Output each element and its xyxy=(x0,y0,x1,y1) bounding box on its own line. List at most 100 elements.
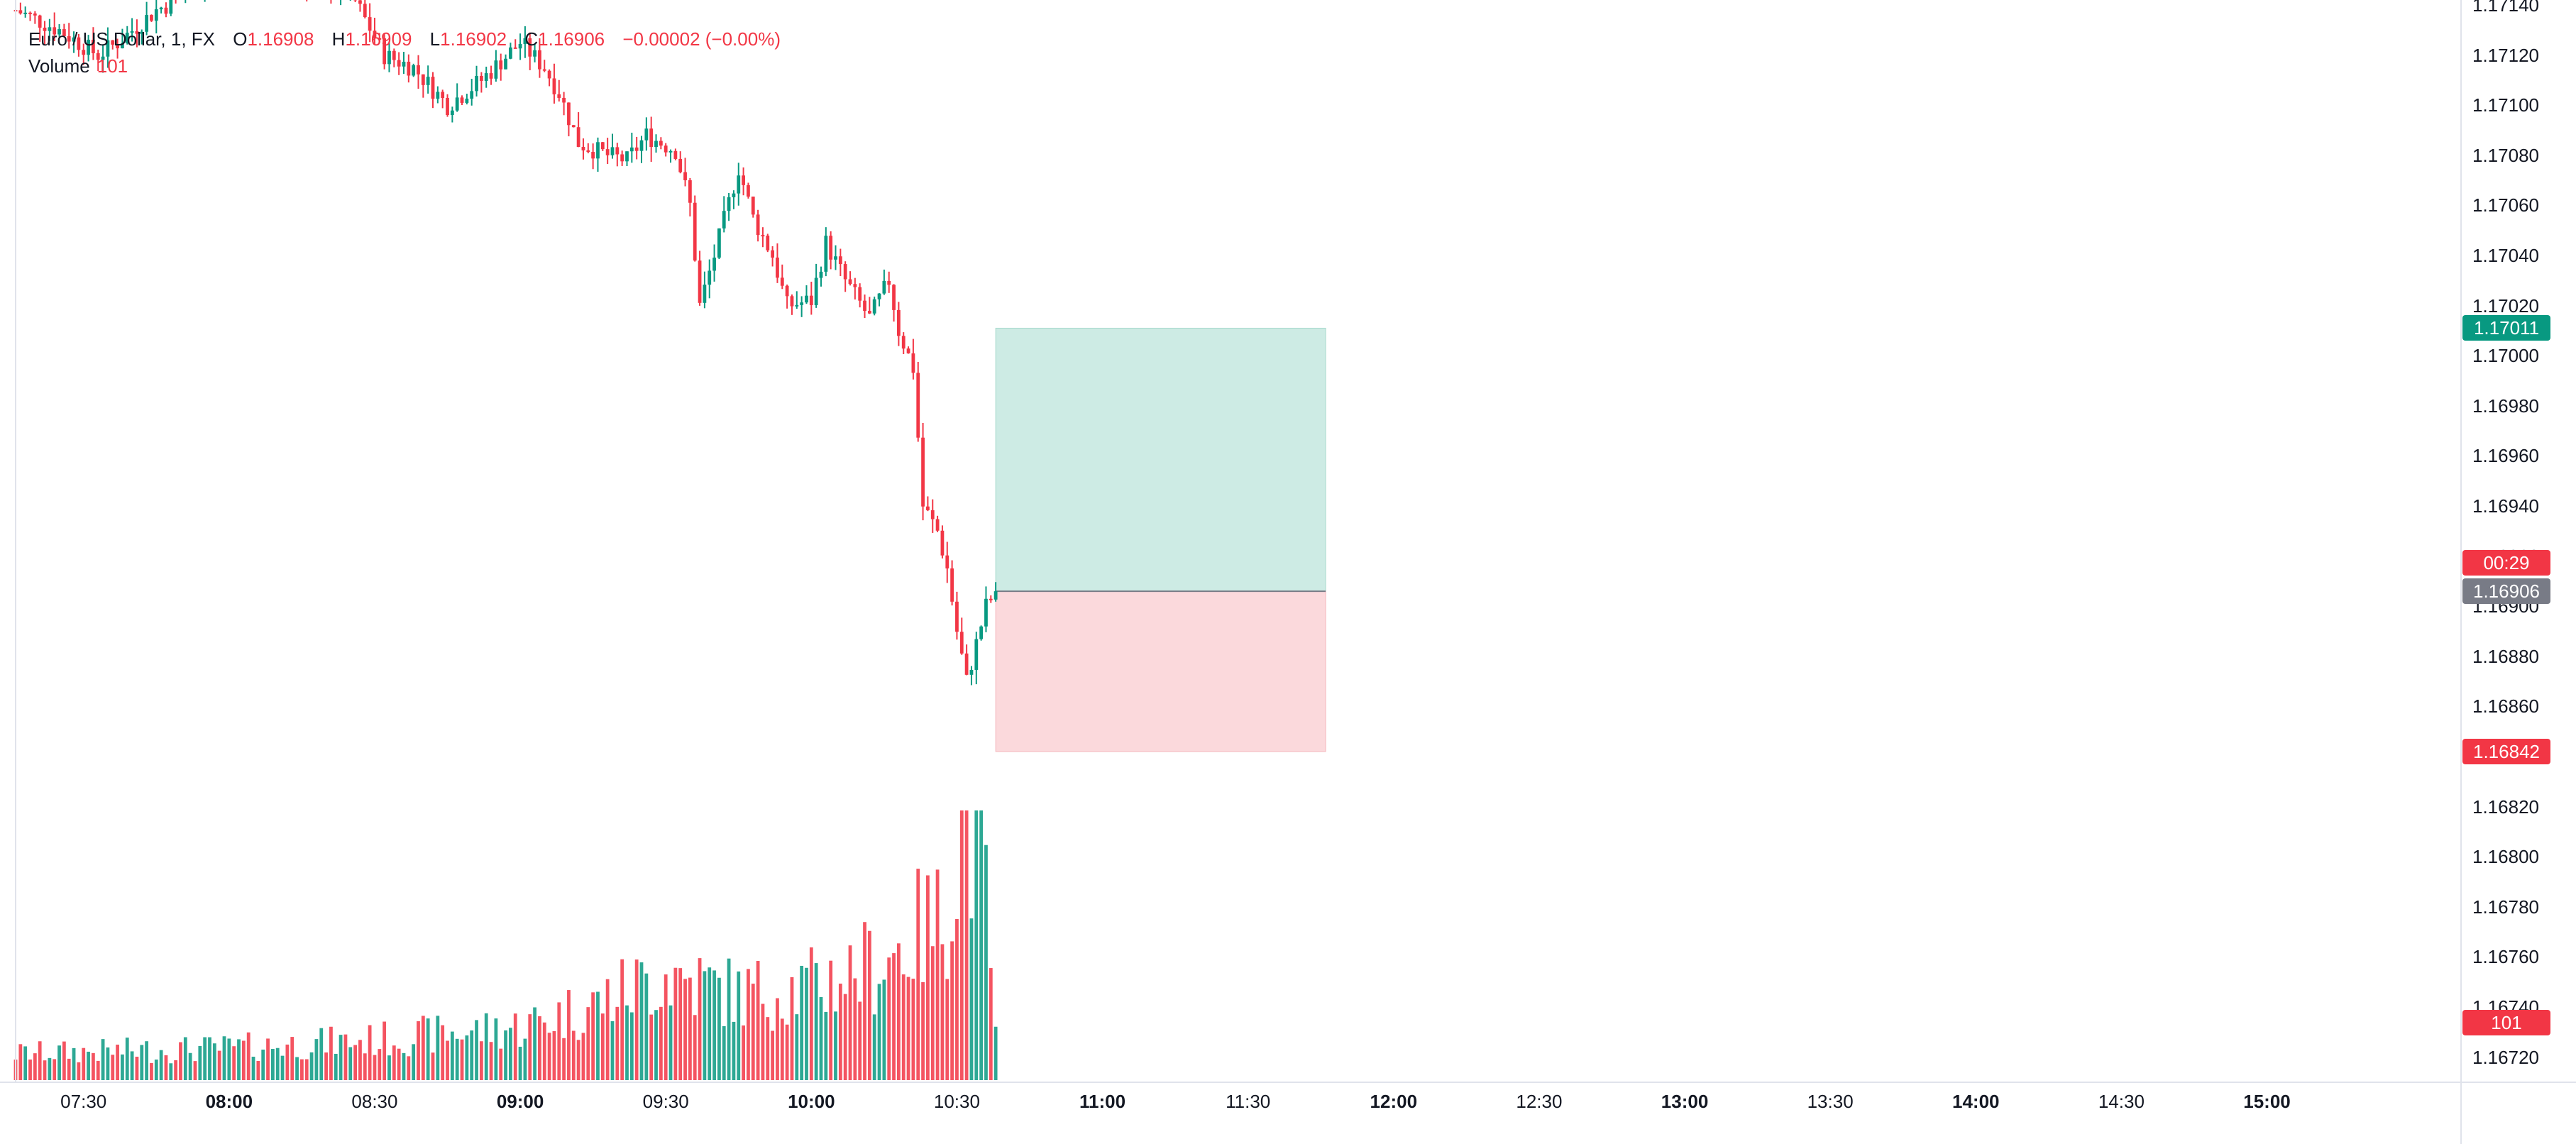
volume-bar xyxy=(727,958,731,1080)
volume-bar xyxy=(756,961,760,1080)
symbol-legend[interactable]: Euro / US Dollar, 1, FX O1.16908 H1.1690… xyxy=(28,26,781,53)
candle-body xyxy=(533,50,536,57)
candle-body xyxy=(935,519,940,531)
candle-body xyxy=(940,530,945,556)
candle-body xyxy=(610,147,615,155)
candle-body xyxy=(974,639,979,670)
candle-body xyxy=(964,653,969,675)
candle-body xyxy=(727,197,731,211)
time-tick-label: 08:30 xyxy=(351,1091,398,1112)
volume-bar xyxy=(708,967,712,1080)
volume-bar xyxy=(504,1030,507,1080)
volume-bar xyxy=(387,1055,391,1080)
volume-bar xyxy=(237,1039,241,1080)
volume-bar xyxy=(557,1002,561,1080)
candle-body xyxy=(509,47,512,59)
price-tick-label: 1.17000 xyxy=(2472,345,2539,367)
volume-bar xyxy=(523,1038,527,1080)
volume-bar xyxy=(484,1013,488,1080)
price-tick-label: 1.17080 xyxy=(2472,144,2539,166)
loss-zone xyxy=(995,590,1326,752)
volume-bar xyxy=(542,1022,546,1080)
candle-body xyxy=(43,27,47,31)
volume-bar xyxy=(838,984,842,1080)
volume-bar xyxy=(33,1053,37,1080)
volume-bar xyxy=(562,1038,566,1080)
current-price-badge: 1.16906 xyxy=(2462,578,2550,605)
volume-bar xyxy=(193,1061,197,1080)
open-value: 1.16908 xyxy=(247,28,314,50)
volume-bar xyxy=(203,1037,207,1080)
volume-bar xyxy=(285,1044,290,1080)
volume-bar xyxy=(475,1020,478,1080)
close-label: C xyxy=(524,28,539,50)
candle-body xyxy=(169,0,173,14)
candle-body xyxy=(77,37,81,50)
volume-bar xyxy=(373,1055,377,1080)
volume-bar xyxy=(591,992,595,1080)
volume-bar xyxy=(431,1052,435,1080)
volume-bar xyxy=(290,1037,295,1080)
volume-bar xyxy=(106,1047,110,1080)
candle-body xyxy=(145,15,149,32)
volume-bar xyxy=(256,1061,260,1080)
candle-body xyxy=(659,141,663,146)
volume-bar xyxy=(805,967,808,1080)
candle-body xyxy=(814,277,818,305)
candle-body xyxy=(654,141,658,148)
volume-bar xyxy=(547,1033,551,1080)
volume-bar xyxy=(513,1013,517,1080)
candle-body xyxy=(664,145,668,153)
volume-bar xyxy=(198,1045,202,1080)
candle-body xyxy=(552,78,556,94)
volume-bar xyxy=(446,1040,449,1080)
long-position-tool[interactable] xyxy=(995,327,1326,752)
high-label: H xyxy=(331,28,346,50)
candle-body xyxy=(421,74,425,85)
candle-body xyxy=(993,591,998,600)
volume-bar xyxy=(179,1042,182,1080)
time-tick-label: 13:30 xyxy=(1807,1091,1854,1112)
volume-bar xyxy=(82,1047,86,1080)
candle-body xyxy=(111,40,115,45)
symbol-name[interactable]: Euro / US Dollar, 1, FX xyxy=(28,28,215,50)
volume-legend[interactable]: Volume 101 xyxy=(28,53,128,79)
low-value: 1.16902 xyxy=(440,28,507,50)
candle-body xyxy=(72,37,76,42)
candle-body xyxy=(639,140,644,151)
volume-bar xyxy=(664,974,668,1080)
volume-bar xyxy=(18,1044,23,1080)
volume-bar xyxy=(169,1063,173,1080)
candle-body xyxy=(557,94,561,98)
time-tick-label: 14:00 xyxy=(1952,1091,2000,1112)
candle-body xyxy=(984,598,988,627)
volume-bar xyxy=(901,974,906,1080)
candle-body xyxy=(407,61,411,76)
candle-body xyxy=(668,150,673,153)
candle-body xyxy=(858,287,862,301)
candle-body xyxy=(450,110,454,116)
volume-bar xyxy=(145,1041,149,1080)
volume-bar xyxy=(188,1052,192,1080)
candle-body xyxy=(615,147,620,155)
volume-bar xyxy=(392,1045,396,1080)
volume-label[interactable]: Volume xyxy=(28,55,90,77)
volume-bar xyxy=(53,1059,57,1080)
volume-bar xyxy=(629,1012,634,1080)
volume-bar xyxy=(57,1045,61,1080)
candle-body xyxy=(159,7,163,10)
volume-bar xyxy=(72,1047,76,1080)
candle-body xyxy=(62,29,66,36)
candle-body xyxy=(504,58,507,70)
candle-body xyxy=(465,99,469,103)
candle-body xyxy=(489,73,493,79)
volume-bar xyxy=(853,978,857,1080)
volume-bar xyxy=(358,1040,362,1080)
candle-body xyxy=(693,202,697,261)
candle-body xyxy=(901,336,906,349)
volume-bar xyxy=(150,1062,153,1080)
candle-body xyxy=(887,280,891,285)
change-value: −0.00002 (−0.00%) xyxy=(622,28,781,50)
time-tick-label: 12:30 xyxy=(1516,1091,1563,1112)
